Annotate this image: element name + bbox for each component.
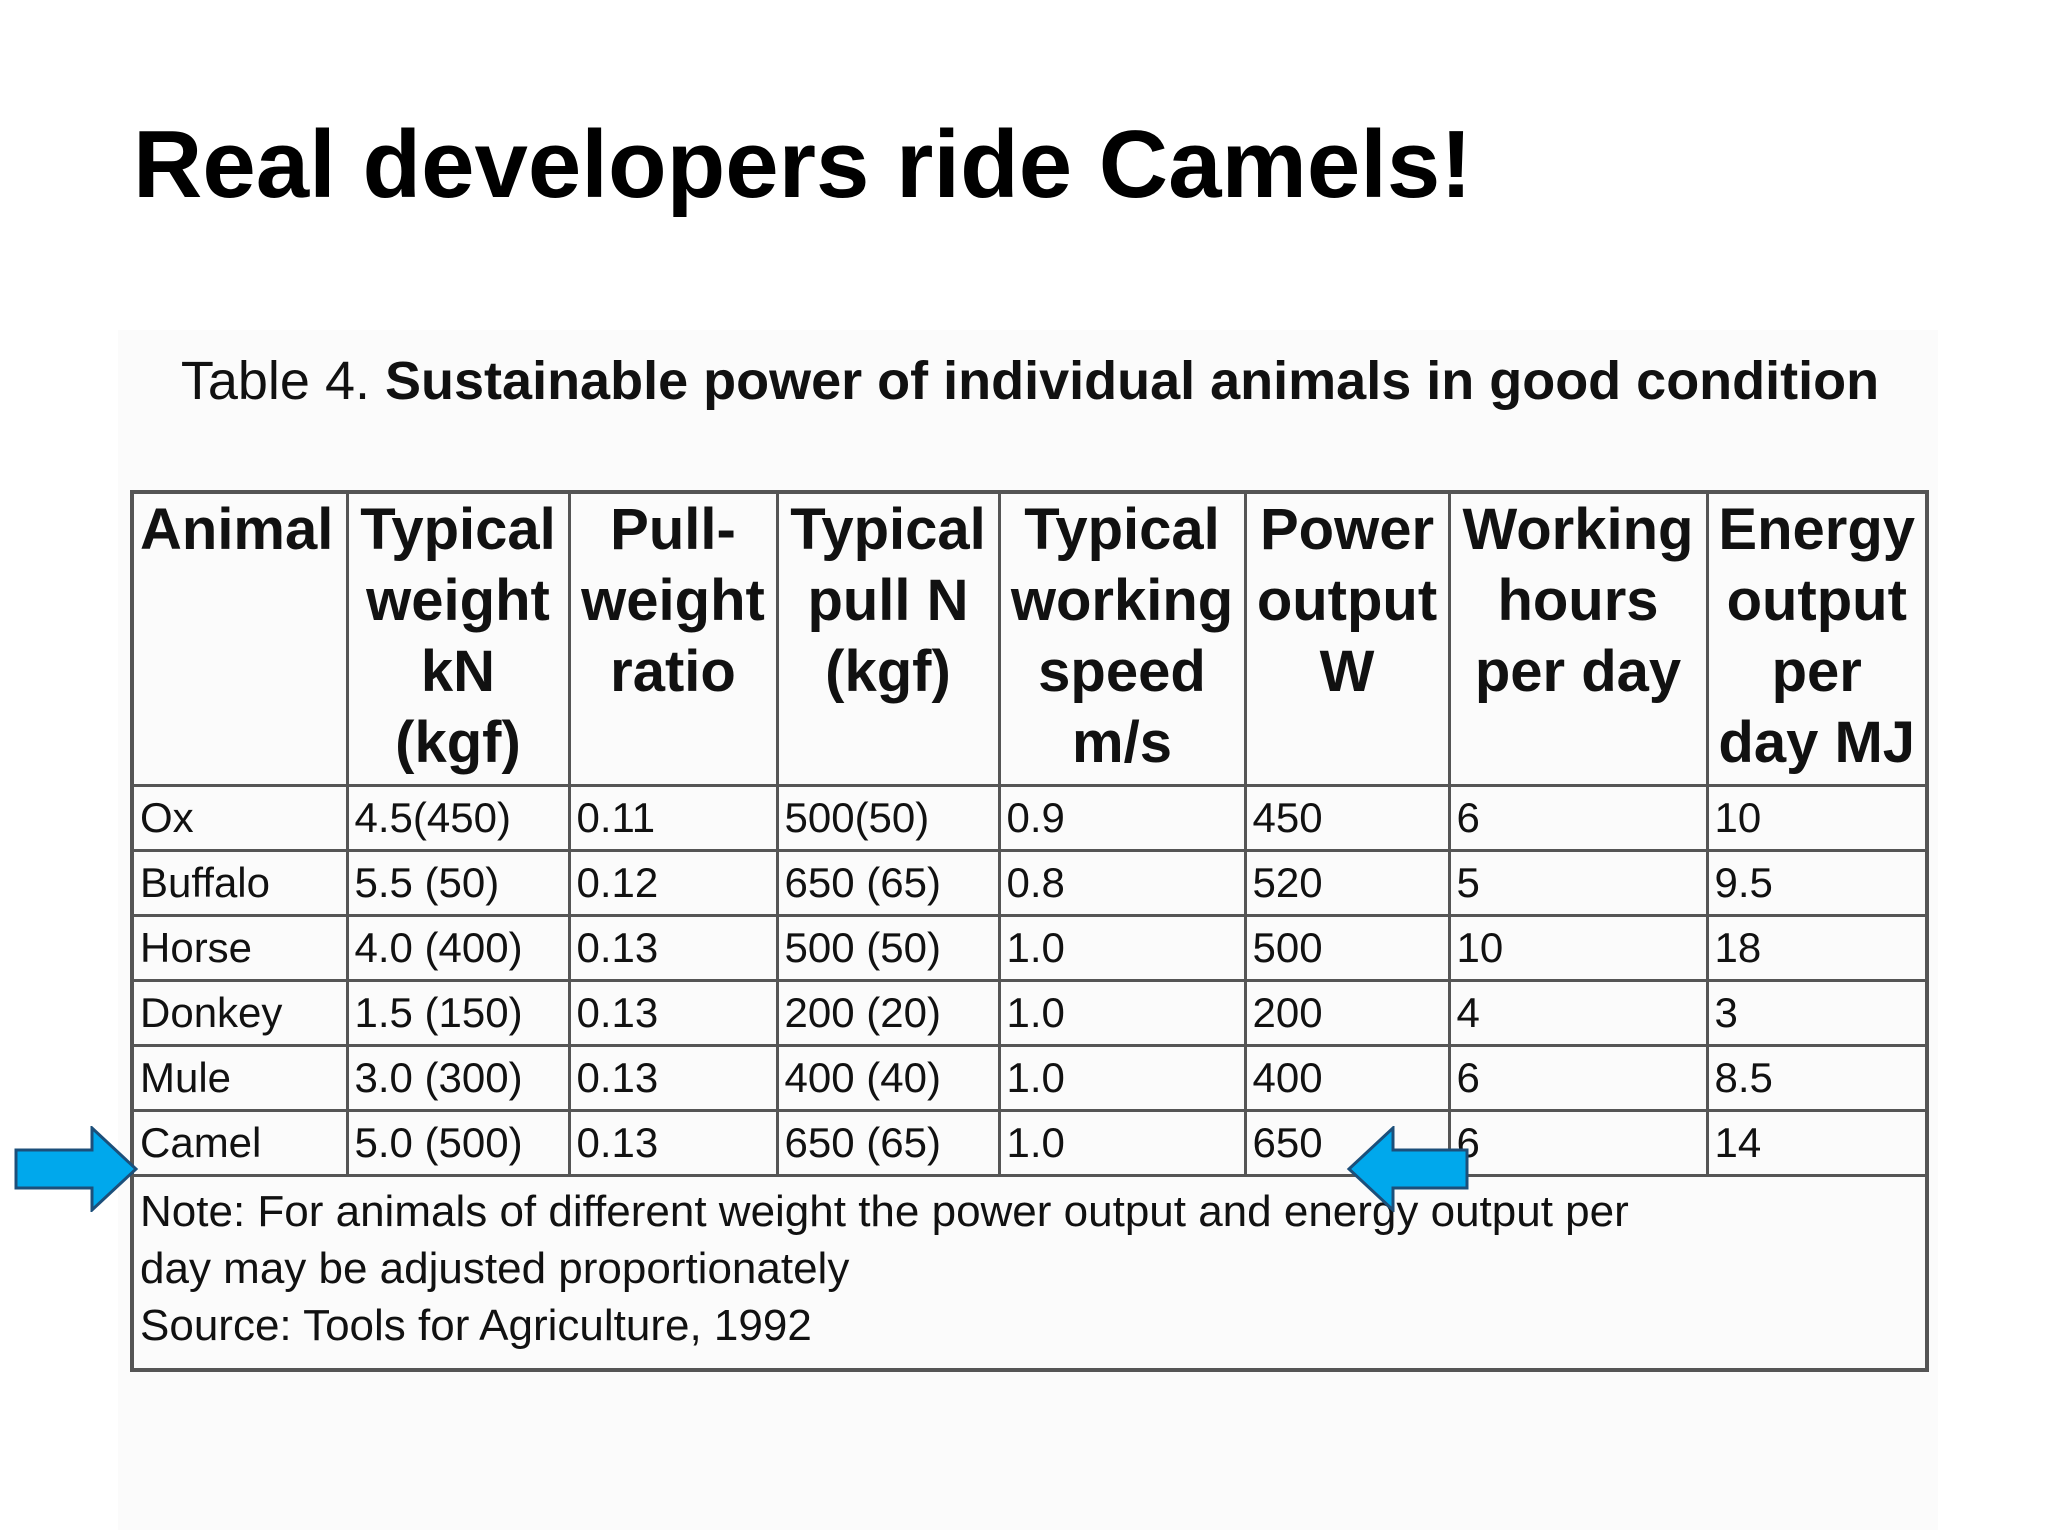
slide-title: Real developers ride Camels!	[133, 111, 1473, 218]
table-caption-label: Table 4.	[180, 351, 370, 411]
header-typical-weight: Typical weight kN (kgf)	[345, 490, 571, 787]
arrow-left-icon	[1346, 1126, 1469, 1212]
table-caption: Table 4. Sustainable power of individual…	[130, 345, 1930, 417]
table-cell: 6	[1447, 1044, 1709, 1112]
table-cell: 0.8	[997, 849, 1247, 917]
table-cell: Camel	[130, 1109, 349, 1177]
table-cell: Ox	[130, 784, 349, 852]
table-caption-text: Sustainable power of individual animals …	[385, 351, 1880, 411]
table-cell: 0.13	[567, 979, 779, 1047]
table-cell: 400	[1243, 1044, 1451, 1112]
table-cell: 0.13	[567, 1044, 779, 1112]
header-working-hours: Working hours per day	[1447, 490, 1709, 787]
table-cell: 3	[1705, 979, 1929, 1047]
table-cell: 0.13	[567, 1109, 779, 1177]
table-row-camel: Camel 5.0 (500) 0.13 650 (65) 1.0 650 6 …	[130, 1109, 1929, 1177]
table-cell: 9.5	[1705, 849, 1929, 917]
table-cell: 0.12	[567, 849, 779, 917]
header-energy-output: Energy output per day MJ	[1705, 490, 1929, 787]
table-cell: 200 (20)	[775, 979, 1001, 1047]
header-pull-weight-ratio: Pull-weight ratio	[567, 490, 779, 787]
table-header-row: Animal Typical weight kN (kgf) Pull-weig…	[130, 490, 1929, 787]
note-line-2: day may be adjusted proportionately	[140, 1244, 850, 1293]
table-cell: 6	[1447, 1109, 1709, 1177]
table-row: Ox 4.5(450) 0.11 500(50) 0.9 450 6 10	[130, 784, 1929, 852]
table-row: Horse 4.0 (400) 0.13 500 (50) 1.0 500 10…	[130, 914, 1929, 982]
table-cell: 14	[1705, 1109, 1929, 1177]
table-row: Donkey 1.5 (150) 0.13 200 (20) 1.0 200 4…	[130, 979, 1929, 1047]
table-row: Mule 3.0 (300) 0.13 400 (40) 1.0 400 6 8…	[130, 1044, 1929, 1112]
header-power-output: Power output W	[1243, 490, 1451, 787]
table-cell: 4.5(450)	[345, 784, 571, 852]
table-cell: 5.5 (50)	[345, 849, 571, 917]
table-cell: 500	[1243, 914, 1451, 982]
note-line-1: Note: For animals of different weight th…	[140, 1187, 1629, 1236]
table-cell: 450	[1243, 784, 1451, 852]
table-cell: 650 (65)	[775, 1109, 1001, 1177]
table-cell: 18	[1705, 914, 1929, 982]
animal-power-table: Animal Typical weight kN (kgf) Pull-weig…	[130, 490, 1929, 1372]
table-cell: 10	[1447, 914, 1709, 982]
header-animal: Animal	[130, 490, 349, 787]
table-cell: 1.0	[997, 1109, 1247, 1177]
table-cell: 0.9	[997, 784, 1247, 852]
table-cell: Donkey	[130, 979, 349, 1047]
table-cell: 0.11	[567, 784, 779, 852]
table-cell: 4	[1447, 979, 1709, 1047]
table-cell: 500 (50)	[775, 914, 1001, 982]
table-cell: Buffalo	[130, 849, 349, 917]
table-cell: 520	[1243, 849, 1451, 917]
table-cell: 650	[1243, 1109, 1451, 1177]
arrow-right-icon	[14, 1126, 139, 1212]
table-cell: Mule	[130, 1044, 349, 1112]
table-cell: 1.0	[997, 914, 1247, 982]
header-typical-pull: Typical pull N (kgf)	[775, 490, 1001, 787]
table-cell: 10	[1705, 784, 1929, 852]
table-cell: 500(50)	[775, 784, 1001, 852]
table-cell: Horse	[130, 914, 349, 982]
table-cell: 1.5 (150)	[345, 979, 571, 1047]
source-line: Source: Tools for Agriculture, 1992	[140, 1301, 812, 1350]
table-note-row: Note: For animals of different weight th…	[130, 1174, 1929, 1372]
table-row: Buffalo 5.5 (50) 0.12 650 (65) 0.8 520 5…	[130, 849, 1929, 917]
table-cell: 3.0 (300)	[345, 1044, 571, 1112]
table-note: Note: For animals of different weight th…	[130, 1174, 1929, 1372]
table-cell: 1.0	[997, 979, 1247, 1047]
table-cell: 5.0 (500)	[345, 1109, 571, 1177]
table-cell: 400 (40)	[775, 1044, 1001, 1112]
table-cell: 6	[1447, 784, 1709, 852]
table-cell: 650 (65)	[775, 849, 1001, 917]
table-cell: 1.0	[997, 1044, 1247, 1112]
table-cell: 5	[1447, 849, 1709, 917]
table-cell: 4.0 (400)	[345, 914, 571, 982]
table-cell: 0.13	[567, 914, 779, 982]
header-working-speed: Typical working speed m/s	[997, 490, 1247, 787]
table-cell: 8.5	[1705, 1044, 1929, 1112]
table-cell: 200	[1243, 979, 1451, 1047]
